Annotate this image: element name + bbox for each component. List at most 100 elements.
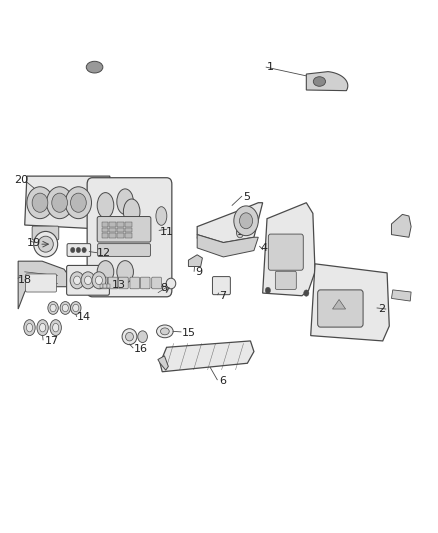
Circle shape (52, 193, 67, 212)
Circle shape (240, 213, 253, 229)
Circle shape (70, 272, 84, 289)
Ellipse shape (53, 324, 59, 332)
Text: 13: 13 (112, 280, 126, 290)
Text: 2: 2 (378, 304, 385, 314)
Ellipse shape (122, 329, 137, 345)
Text: 18: 18 (18, 275, 32, 285)
Text: 11: 11 (160, 227, 174, 237)
Ellipse shape (166, 278, 176, 289)
FancyBboxPatch shape (318, 290, 363, 327)
Circle shape (32, 193, 48, 212)
FancyBboxPatch shape (130, 277, 140, 289)
FancyBboxPatch shape (110, 233, 116, 238)
Ellipse shape (24, 320, 35, 336)
Text: 14: 14 (77, 312, 91, 322)
Ellipse shape (60, 302, 71, 314)
Ellipse shape (26, 324, 32, 332)
FancyBboxPatch shape (117, 222, 124, 227)
Polygon shape (160, 341, 254, 372)
FancyBboxPatch shape (110, 228, 116, 232)
FancyBboxPatch shape (97, 216, 151, 242)
Text: 19: 19 (27, 238, 41, 247)
FancyBboxPatch shape (100, 284, 103, 288)
Ellipse shape (86, 61, 103, 73)
FancyBboxPatch shape (110, 222, 116, 227)
Circle shape (265, 287, 271, 294)
Ellipse shape (126, 333, 134, 341)
Ellipse shape (38, 236, 53, 252)
Circle shape (304, 290, 309, 296)
FancyBboxPatch shape (87, 177, 172, 297)
Ellipse shape (117, 189, 134, 214)
Polygon shape (197, 235, 258, 257)
Text: 9: 9 (195, 267, 202, 277)
Polygon shape (25, 176, 110, 229)
Circle shape (71, 247, 75, 253)
Circle shape (95, 276, 102, 285)
Ellipse shape (71, 302, 81, 314)
Ellipse shape (237, 227, 244, 238)
Ellipse shape (62, 304, 68, 312)
FancyBboxPatch shape (32, 226, 59, 240)
Text: 6: 6 (219, 376, 226, 386)
Ellipse shape (37, 320, 48, 336)
FancyBboxPatch shape (268, 234, 303, 270)
FancyBboxPatch shape (98, 277, 108, 289)
Ellipse shape (48, 302, 58, 314)
Circle shape (46, 187, 73, 219)
Polygon shape (392, 214, 411, 237)
Text: 4: 4 (261, 243, 268, 253)
Text: 1: 1 (267, 62, 274, 72)
Polygon shape (263, 203, 315, 296)
FancyBboxPatch shape (67, 244, 91, 256)
Ellipse shape (156, 325, 173, 338)
Text: 15: 15 (182, 328, 196, 338)
Circle shape (81, 272, 95, 289)
Text: 10: 10 (237, 227, 251, 237)
Circle shape (27, 187, 53, 219)
Ellipse shape (73, 304, 79, 312)
Polygon shape (188, 255, 202, 266)
Ellipse shape (50, 320, 61, 336)
Ellipse shape (156, 207, 167, 225)
Text: 5: 5 (243, 192, 250, 203)
FancyBboxPatch shape (102, 222, 108, 227)
FancyBboxPatch shape (276, 271, 296, 289)
FancyBboxPatch shape (102, 228, 108, 232)
Text: 16: 16 (134, 344, 148, 354)
Ellipse shape (34, 231, 58, 257)
Circle shape (71, 193, 86, 212)
Ellipse shape (124, 199, 140, 224)
Circle shape (76, 247, 81, 253)
FancyBboxPatch shape (119, 277, 128, 289)
Polygon shape (311, 264, 389, 341)
Polygon shape (197, 225, 240, 238)
Polygon shape (18, 261, 71, 309)
Ellipse shape (39, 324, 46, 332)
Polygon shape (197, 203, 263, 243)
Text: 20: 20 (14, 175, 28, 185)
FancyBboxPatch shape (152, 277, 161, 289)
FancyBboxPatch shape (117, 233, 124, 238)
Circle shape (92, 272, 106, 289)
Ellipse shape (160, 328, 169, 335)
FancyBboxPatch shape (125, 233, 132, 238)
FancyBboxPatch shape (125, 228, 132, 232)
Ellipse shape (138, 331, 148, 343)
Ellipse shape (97, 261, 114, 283)
FancyBboxPatch shape (25, 274, 57, 292)
Circle shape (234, 206, 258, 236)
Circle shape (65, 187, 92, 219)
Text: 17: 17 (44, 336, 59, 346)
Text: 12: 12 (97, 248, 111, 258)
Ellipse shape (117, 261, 134, 283)
Polygon shape (158, 356, 168, 370)
FancyBboxPatch shape (141, 277, 150, 289)
FancyBboxPatch shape (125, 222, 132, 227)
Polygon shape (392, 290, 411, 301)
FancyBboxPatch shape (67, 265, 110, 295)
FancyBboxPatch shape (107, 284, 110, 288)
FancyBboxPatch shape (212, 277, 230, 295)
Ellipse shape (50, 304, 56, 312)
FancyBboxPatch shape (102, 233, 108, 238)
